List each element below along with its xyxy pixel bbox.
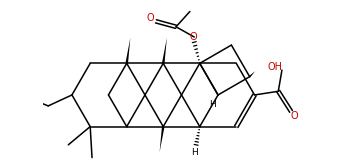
Text: O: O (190, 32, 197, 42)
Polygon shape (162, 38, 167, 64)
Text: OH: OH (268, 62, 283, 72)
Polygon shape (160, 126, 164, 152)
Text: O: O (147, 13, 154, 23)
Text: O: O (291, 111, 298, 121)
Polygon shape (126, 38, 130, 64)
Polygon shape (249, 71, 255, 77)
Text: H: H (191, 148, 198, 157)
Text: H: H (209, 100, 216, 109)
